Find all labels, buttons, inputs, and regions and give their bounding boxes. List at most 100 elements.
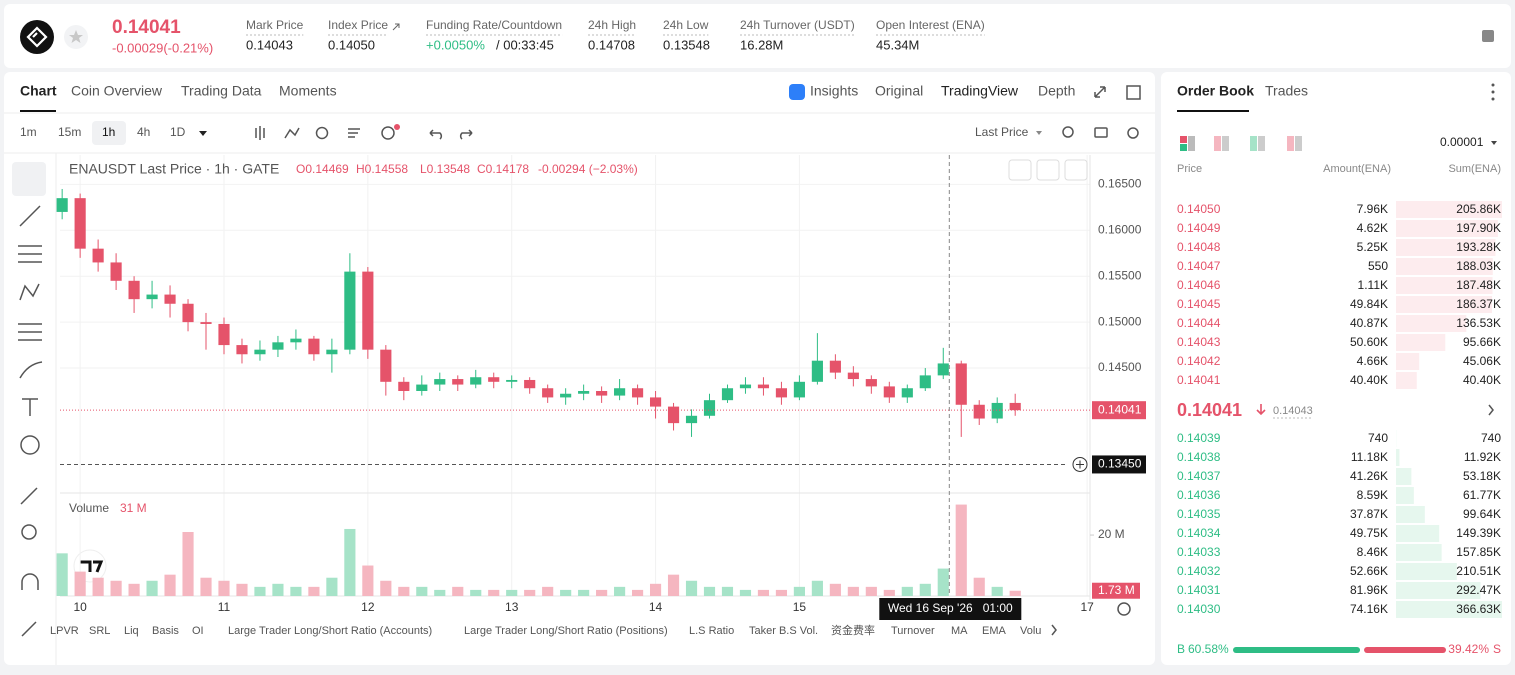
candle-body	[794, 382, 805, 398]
ohlc-value: O0.14469	[296, 162, 349, 176]
volume-bar	[722, 587, 733, 596]
stat-label: Mark Price	[246, 18, 304, 32]
interval[interactable]: 1m	[20, 125, 37, 139]
volume-legend: Volume	[69, 501, 109, 515]
x-tick-label: 12	[361, 600, 375, 614]
mode-icon[interactable]	[1287, 136, 1294, 151]
header-bar	[4, 4, 1511, 68]
ob-sum: 188.03K	[1456, 259, 1501, 273]
candle-body	[596, 391, 607, 396]
indicator[interactable]: Turnover	[891, 625, 935, 637]
indicator[interactable]: 资金费率	[831, 623, 875, 637]
tab[interactable]: Coin Overview	[71, 83, 163, 99]
interval[interactable]: 4h	[137, 125, 150, 139]
tab[interactable]: Trading Data	[181, 83, 262, 99]
volume-bar	[254, 587, 265, 596]
mode-icon[interactable]	[1250, 136, 1257, 151]
y-tick-label: 0.14500	[1098, 360, 1142, 374]
candle-body	[146, 295, 157, 300]
buy-bar	[1233, 647, 1360, 653]
ob-price: 0.14035	[1177, 507, 1221, 521]
pane-button[interactable]	[1065, 160, 1087, 180]
depth-bar	[1396, 334, 1445, 351]
indicator[interactable]: LPVR	[50, 625, 79, 637]
indicator[interactable]: Liq	[124, 625, 139, 637]
volume-bar	[75, 572, 86, 596]
x-tick-label: 14	[649, 600, 663, 614]
ob-sum: 45.06K	[1463, 354, 1501, 368]
indicator[interactable]: EMA	[982, 625, 1007, 637]
column-header: Price	[1177, 163, 1202, 175]
ob-amount: 740	[1368, 431, 1388, 445]
last-price: 0.14041	[112, 17, 181, 38]
ob-tab[interactable]: Trades	[1265, 83, 1308, 99]
tab[interactable]: Chart	[20, 83, 57, 99]
volume-bar	[57, 553, 68, 596]
candle-body	[866, 379, 877, 386]
menu-dot	[1492, 91, 1495, 94]
candle-body	[956, 363, 967, 404]
volume-legend-value: 31 M	[120, 501, 147, 515]
ob-price: 0.14039	[1177, 431, 1221, 445]
view-option[interactable]: Original	[875, 83, 923, 99]
volume-bar	[200, 578, 211, 596]
volume-bar	[326, 578, 337, 596]
view-option[interactable]: Insights	[810, 83, 858, 99]
view-option[interactable]: TradingView	[941, 83, 1019, 99]
interval[interactable]: 1D	[170, 125, 186, 139]
indicator[interactable]: Basis	[152, 625, 179, 637]
price-type[interactable]: Last Price	[975, 125, 1029, 139]
volume-bar	[704, 587, 715, 596]
indicator[interactable]: Large Trader Long/Short Ratio (Accounts)	[228, 625, 432, 637]
stat-value: 0.14050	[328, 37, 375, 52]
notes-icon[interactable]	[1482, 30, 1494, 42]
precision[interactable]: 0.00001	[1440, 135, 1484, 149]
indicator[interactable]: MA	[951, 625, 968, 637]
mode-icon[interactable]	[1180, 136, 1187, 143]
ob-price: 0.14038	[1177, 450, 1221, 464]
view-option[interactable]: Depth	[1038, 83, 1075, 99]
ob-sum: 157.85K	[1456, 545, 1501, 559]
mode-icon	[1180, 144, 1187, 151]
volume-bar	[938, 569, 949, 596]
time-label: Wed 16 Sep '26 01:00	[888, 601, 1013, 615]
indicator[interactable]: Large Trader Long/Short Ratio (Positions…	[464, 625, 668, 637]
stat-label: Funding Rate/Countdown	[426, 18, 562, 32]
volume-bar	[416, 587, 427, 596]
ohlc-value: -0.00294 (−2.03%)	[538, 162, 638, 176]
menu-dot[interactable]	[1492, 84, 1495, 87]
stat-value: +0.0050%	[426, 37, 485, 52]
badge	[394, 124, 400, 130]
pane-button[interactable]	[1037, 160, 1059, 180]
volume-bar	[956, 505, 967, 596]
mode-icon[interactable]	[1214, 136, 1221, 151]
depth-bar	[1396, 506, 1425, 523]
indicator[interactable]: L.S Ratio	[689, 625, 734, 637]
column-header: Amount(ENA)	[1323, 163, 1391, 175]
ob-tab[interactable]: Order Book	[1177, 83, 1254, 99]
ob-sum: 187.48K	[1456, 278, 1501, 292]
interval[interactable]: 15m	[58, 125, 81, 139]
ob-price: 0.14048	[1177, 240, 1221, 254]
candle-body	[722, 388, 733, 400]
volume-bar	[848, 587, 859, 596]
indicator[interactable]: OI	[192, 625, 204, 637]
volume-bar	[686, 581, 697, 596]
indicator[interactable]: SRL	[89, 625, 110, 637]
ob-sum: 136.53K	[1456, 316, 1501, 330]
logo	[20, 20, 54, 54]
tab[interactable]: Moments	[279, 83, 337, 99]
candle-body	[614, 388, 625, 395]
indicator[interactable]: Volu	[1020, 625, 1041, 637]
candle-body	[218, 324, 229, 345]
tab-underline	[1177, 110, 1249, 112]
candle-body	[668, 407, 679, 424]
ob-sum: 210.51K	[1456, 564, 1501, 578]
ob-amount: 41.26K	[1350, 469, 1388, 483]
pane-button[interactable]	[1009, 160, 1031, 180]
depth-bar	[1396, 353, 1419, 370]
volume-bar	[470, 590, 481, 596]
interval[interactable]: 1h	[102, 125, 115, 139]
indicator[interactable]: Taker B.S Vol.	[749, 625, 818, 637]
